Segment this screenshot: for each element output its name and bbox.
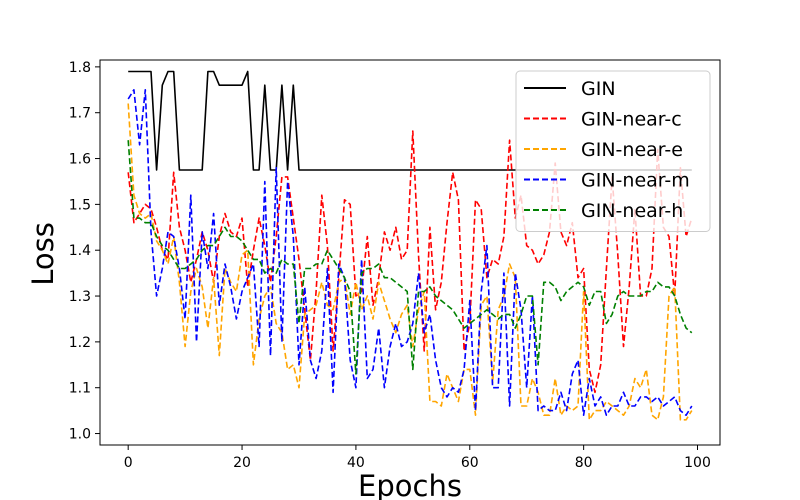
- x-tick-label: 0: [124, 455, 133, 471]
- series-line-2: [127, 103, 693, 421]
- x-tick-label: 80: [575, 455, 593, 471]
- x-axis-title: Epochs: [358, 469, 462, 500]
- x-tick-label: 60: [461, 455, 479, 471]
- y-tick-label: 1.1: [69, 381, 91, 397]
- legend-box: [515, 70, 711, 232]
- series-line-4: [127, 140, 693, 375]
- legend: GIN GIN-near-c GIN-near-e GIN-near-m GIN-nea…: [515, 70, 711, 232]
- legend-label-0: GIN: [581, 78, 616, 100]
- series-line-1: [127, 130, 693, 394]
- x-tick-label: 20: [233, 455, 251, 471]
- x-axis: 0 20 40 60 80 100: [124, 445, 711, 471]
- plot-frame: [99, 59, 721, 446]
- y-tick-label: 1.7: [69, 106, 91, 122]
- y-tick-label: 1.6: [69, 152, 91, 168]
- series-line-3: [127, 89, 693, 417]
- y-axis: 1.0 1.1 1.2 1.3 1.4 1.5 1.6 1.7 1.8: [69, 60, 100, 443]
- y-tick-label: 1.3: [69, 289, 91, 305]
- y-tick-label: 1.5: [69, 197, 91, 213]
- x-tick-label: 100: [684, 455, 711, 471]
- y-axis-title: Loss: [26, 222, 60, 286]
- legend-label-1: GIN-near-c: [581, 109, 682, 131]
- y-tick-label: 1.0: [69, 427, 91, 443]
- y-tick-label: 1.2: [69, 335, 91, 351]
- y-tick-label: 1.4: [69, 243, 91, 259]
- legend-label-3: GIN-near-m: [581, 170, 690, 192]
- legend-label-4: GIN-near-h: [581, 200, 683, 222]
- y-tick-label: 1.8: [69, 60, 91, 76]
- legend-label-2: GIN-near-e: [581, 139, 683, 161]
- x-tick-label: 40: [347, 455, 365, 471]
